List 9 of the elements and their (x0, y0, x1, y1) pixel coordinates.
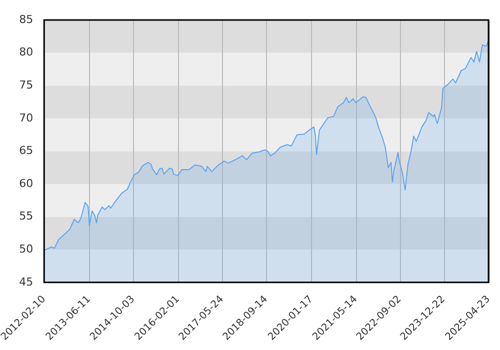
y-tick-label: 75 (19, 78, 34, 92)
y-tick-label: 80 (19, 46, 34, 59)
y-tick-label: 60 (19, 176, 34, 190)
y-tick-label: 55 (19, 210, 34, 223)
y-tick-label: 50 (19, 242, 34, 256)
y-tick-label: 85 (19, 12, 34, 26)
y-tick-label: 65 (19, 144, 34, 158)
y-tick-label: 70 (19, 111, 34, 124)
y-tick-label: 45 (19, 275, 34, 288)
